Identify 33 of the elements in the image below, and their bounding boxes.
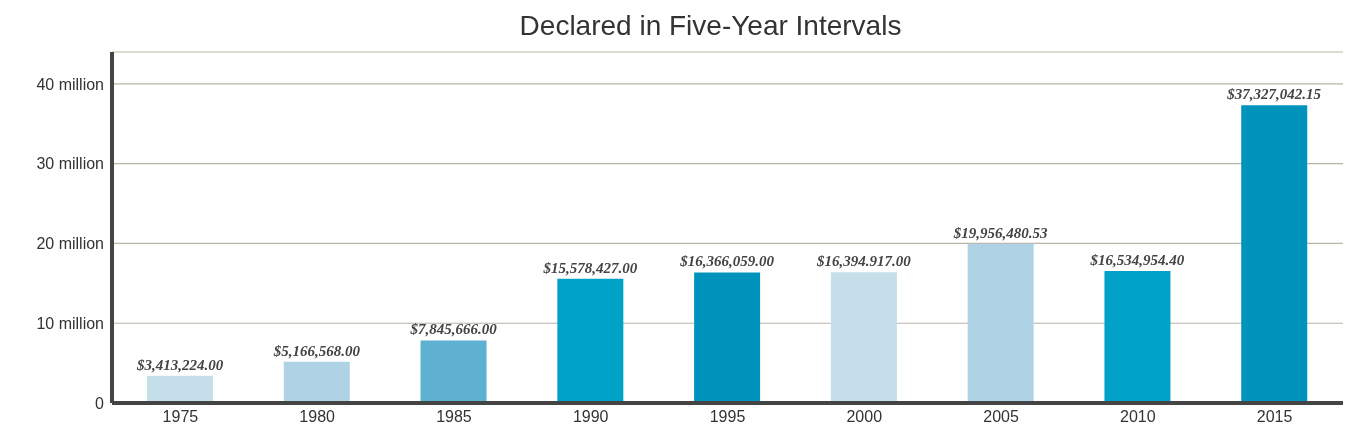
data-label: $5,166,568.00 — [272, 342, 361, 359]
x-tick-label: 2005 — [983, 408, 1019, 426]
bar — [147, 375, 213, 403]
data-label: $15,578,427.00 — [542, 259, 638, 276]
bar — [967, 243, 1034, 403]
data-label: $7,845,666.00 — [409, 321, 498, 338]
data-label: $3,413,224.00 — [135, 356, 224, 373]
y-tick-label: 0 — [95, 394, 105, 412]
x-tick-label: 2015 — [1256, 408, 1293, 426]
y-tick-label: 30 million — [36, 155, 104, 173]
x-tick-label: 1980 — [299, 408, 336, 426]
data-label: $16,394.917.00 — [816, 253, 912, 270]
data-label: $37,327,042.15 — [1226, 86, 1322, 103]
x-tick-label: 1995 — [709, 408, 746, 426]
y-tick-label: 40 million — [36, 75, 104, 93]
bar — [1241, 105, 1308, 403]
y-tick-label: 10 million — [36, 314, 104, 332]
x-tick-label: 1975 — [162, 408, 199, 426]
x-tick-label: 2010 — [1120, 408, 1156, 426]
data-label: $19,956,480.53 — [952, 224, 1049, 241]
y-tick-label: 20 million — [36, 235, 104, 253]
x-tick-label: 2000 — [846, 408, 883, 426]
bar — [830, 272, 897, 403]
x-tick-label: 1990 — [572, 408, 609, 426]
bar — [1104, 271, 1171, 403]
bar — [283, 361, 350, 403]
bar — [420, 340, 487, 403]
chart-title: Declared in Five-Year Intervals — [518, 9, 903, 43]
data-label: $16,534,954.40 — [1089, 252, 1185, 269]
x-tick-label: 1985 — [436, 408, 472, 426]
data-label: $16,366,059.00 — [679, 253, 775, 270]
bar — [557, 278, 624, 403]
bar — [694, 272, 761, 403]
